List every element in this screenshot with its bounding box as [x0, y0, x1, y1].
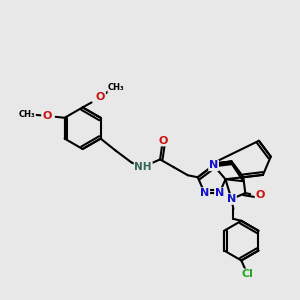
Text: CH₃: CH₃: [19, 110, 35, 119]
Text: O: O: [96, 92, 105, 103]
Text: O: O: [158, 136, 168, 146]
Text: N: N: [209, 160, 218, 170]
Text: N: N: [227, 194, 236, 204]
Text: O: O: [256, 190, 265, 200]
Text: N: N: [200, 188, 209, 198]
Text: CH₃: CH₃: [108, 83, 124, 92]
Text: N: N: [215, 188, 224, 198]
Text: Cl: Cl: [241, 269, 253, 279]
Text: NH: NH: [134, 162, 152, 172]
Text: O: O: [42, 111, 52, 121]
